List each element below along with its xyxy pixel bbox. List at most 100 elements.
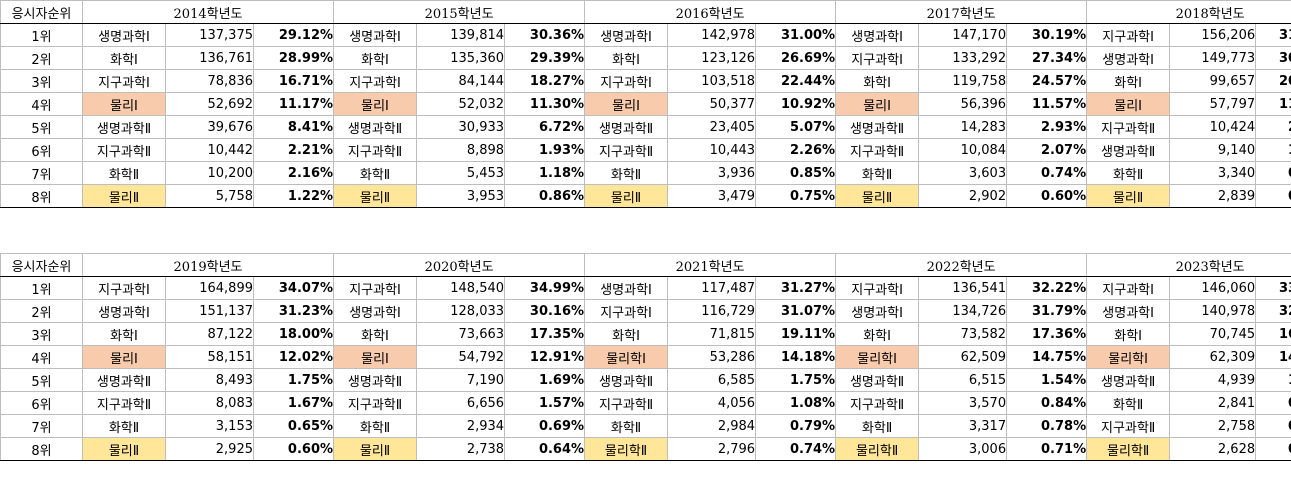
subject-cell: 생명과학Ⅱ (584, 115, 669, 139)
subject-cell: 물리학Ⅰ (835, 345, 920, 369)
percent-cell: 18.00% (252, 322, 335, 346)
percent-cell: 0.86% (504, 184, 586, 208)
percent-cell: 14.75% (1006, 345, 1088, 369)
percent-cell: 12.02% (252, 345, 335, 369)
count-cell: 2,839 (1169, 184, 1257, 208)
count-cell: 123,126 (667, 46, 757, 70)
subject-cell: 생명과학Ⅱ (82, 368, 166, 392)
table-2019-2023: 응시자순위 2019학년도 2020학년도 2021학년도 2022학년도 2023학년도… (0, 253, 1291, 461)
percent-cell: 26.69% (755, 46, 837, 70)
percent-cell: 32.22% (1006, 276, 1088, 300)
count-cell: 2,841 (1169, 391, 1257, 415)
count-cell: 2,738 (416, 437, 506, 461)
table-row: 6위 지구과학Ⅱ 8,083 1.67% 지구과학Ⅱ 6,656 1.57% 지구과학Ⅱ 4,0… (0, 391, 1291, 415)
rank-label: 2위 (0, 46, 83, 70)
count-cell: 50,377 (667, 92, 757, 116)
count-cell: 140,978 (1169, 299, 1257, 323)
percent-cell: 11.17% (252, 92, 335, 116)
count-cell: 8,083 (165, 391, 254, 415)
count-cell: 52,692 (165, 92, 254, 116)
subject-cell: 물리Ⅰ (333, 345, 418, 369)
count-cell: 52,032 (416, 92, 506, 116)
count-cell: 10,443 (667, 138, 757, 162)
table-row: 3위 화학Ⅰ 87,122 18.00% 화학Ⅰ 73,663 17.35% 화학Ⅰ 71,81… (0, 322, 1291, 346)
count-cell: 5,758 (165, 184, 254, 208)
count-cell: 39,676 (165, 115, 254, 139)
count-cell: 8,898 (416, 138, 506, 162)
percent-cell: 12.91% (504, 345, 586, 369)
percent-cell: 11.82% (1255, 92, 1291, 116)
subject-cell: 지구과학Ⅱ (333, 138, 418, 162)
subject-cell: 지구과학Ⅰ (333, 276, 418, 300)
percent-cell: 2.93% (1006, 115, 1088, 139)
year-header: 2020학년도 (333, 253, 586, 277)
subject-cell: 지구과학Ⅱ (82, 391, 166, 415)
count-cell: 2,628 (1169, 437, 1257, 461)
count-cell: 3,603 (918, 161, 1008, 185)
subject-cell: 지구과학Ⅱ (584, 391, 669, 415)
subject-cell: 생명과학Ⅰ (82, 299, 166, 323)
percent-cell: 30.62% (1255, 46, 1291, 70)
count-cell: 135,360 (416, 46, 506, 70)
year-header: 2015학년도 (333, 0, 586, 24)
subject-cell: 물리학Ⅱ (1086, 437, 1171, 461)
subject-cell: 화학Ⅰ (333, 322, 418, 346)
subject-cell: 물리Ⅱ (835, 184, 920, 208)
rank-label: 8위 (0, 437, 83, 461)
subject-cell: 화학Ⅱ (82, 414, 166, 438)
count-cell: 54,792 (416, 345, 506, 369)
count-cell: 6,656 (416, 391, 506, 415)
subject-cell: 지구과학Ⅱ (835, 138, 920, 162)
percent-cell: 0.75% (755, 184, 837, 208)
count-cell: 57,797 (1169, 92, 1257, 116)
percent-cell: 2.26% (755, 138, 837, 162)
subject-cell: 화학Ⅰ (584, 46, 669, 70)
count-cell: 156,206 (1169, 23, 1257, 47)
subject-cell: 생명과학Ⅱ (835, 368, 920, 392)
count-cell: 2,796 (667, 437, 757, 461)
percent-cell: 29.12% (252, 23, 335, 47)
count-cell: 53,286 (667, 345, 757, 369)
count-cell: 62,509 (918, 345, 1008, 369)
rank-label: 6위 (0, 138, 83, 162)
count-cell: 3,936 (667, 161, 757, 185)
subject-cell: 생명과학Ⅱ (1086, 138, 1171, 162)
count-cell: 84,144 (416, 69, 506, 93)
percent-cell: 0.69% (504, 414, 586, 438)
year-header: 2021학년도 (584, 253, 837, 277)
subject-cell: 생명과학Ⅰ (835, 299, 920, 323)
table-row: 8위 물리Ⅱ 5,758 1.22% 물리Ⅱ 3,953 0.86% 물리Ⅱ 3,479 0.75… (0, 184, 1291, 208)
rank-label: 5위 (0, 115, 83, 139)
subject-cell: 지구과학Ⅰ (82, 69, 166, 93)
percent-cell: 0.68% (1255, 161, 1291, 185)
table-row: 1위 생명과학Ⅰ 137,375 29.12% 생명과학Ⅰ 139,814 30.36% 생명… (0, 23, 1291, 47)
percent-cell: 33.71% (1255, 276, 1291, 300)
count-cell: 3,006 (918, 437, 1008, 461)
percent-cell: 0.79% (755, 414, 837, 438)
percent-cell: 17.35% (504, 322, 586, 346)
count-cell: 9,140 (1169, 138, 1257, 162)
percent-cell: 2.21% (252, 138, 335, 162)
subject-cell: 물리학Ⅰ (584, 345, 669, 369)
percent-cell: 0.66% (1255, 391, 1291, 415)
percent-cell: 1.57% (504, 391, 586, 415)
count-cell: 2,902 (918, 184, 1008, 208)
count-cell: 3,317 (918, 414, 1008, 438)
count-cell: 3,153 (165, 414, 254, 438)
subject-cell: 지구과학Ⅱ (333, 391, 418, 415)
percent-cell: 2.13% (1255, 115, 1291, 139)
count-cell: 3,953 (416, 184, 506, 208)
percent-cell: 1.08% (755, 391, 837, 415)
subject-cell: 화학Ⅰ (1086, 69, 1171, 93)
percent-cell: 10.92% (755, 92, 837, 116)
count-cell: 136,541 (918, 276, 1008, 300)
corner-label: 응시자순위 (0, 0, 83, 24)
subject-cell: 화학Ⅱ (584, 414, 669, 438)
percent-cell: 0.64% (1255, 414, 1291, 438)
percent-cell: 2.07% (1006, 138, 1088, 162)
count-cell: 2,758 (1169, 414, 1257, 438)
percent-cell: 0.78% (1006, 414, 1088, 438)
rank-label: 6위 (0, 391, 83, 415)
count-cell: 6,515 (918, 368, 1008, 392)
rank-label: 4위 (0, 92, 83, 116)
